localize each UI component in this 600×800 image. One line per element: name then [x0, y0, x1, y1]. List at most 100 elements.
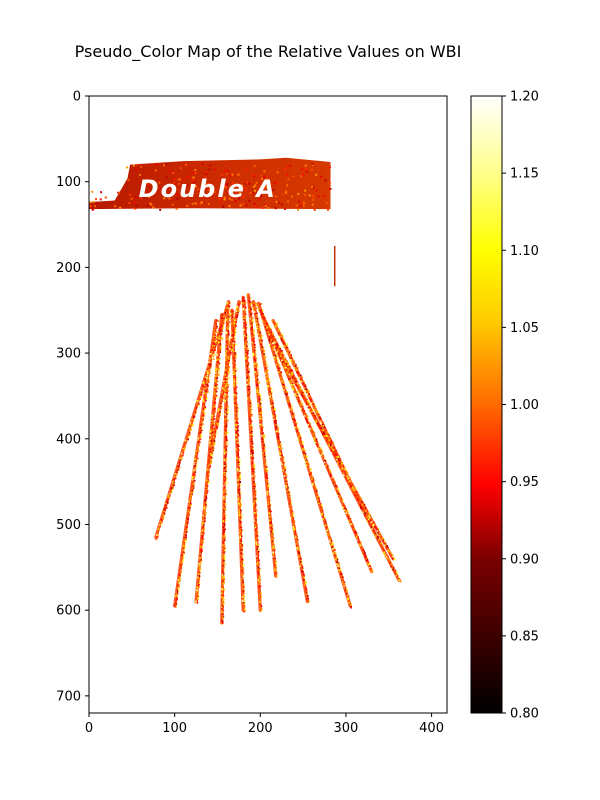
stalk-pixel: [172, 487, 174, 490]
stalk-pixel: [255, 314, 258, 317]
stalk-pixel: [272, 348, 275, 350]
stalk-pixel: [220, 403, 222, 406]
stalk-pixel: [258, 336, 261, 338]
stalk-pixel: [223, 534, 226, 536]
x-axis: 0 100 200 300 400: [85, 713, 444, 736]
stalk-pixel: [244, 609, 246, 612]
stalk-pixel: [179, 573, 181, 576]
stalk-pixel: [306, 401, 309, 404]
stalk-pixel: [256, 378, 259, 381]
stalk-pixel: [265, 476, 267, 478]
stalk-pixel: [216, 384, 219, 386]
stalk-pixel: [280, 353, 282, 356]
stalk-pixel: [336, 557, 339, 559]
stalk-pixel: [223, 560, 225, 562]
stalk-pixel: [237, 461, 240, 463]
stalk-pixel: [272, 334, 274, 337]
stalk-pixel: [202, 399, 205, 401]
stalk-pixel: [273, 358, 276, 361]
stalk-pixel: [287, 369, 289, 372]
stalk-pixel: [215, 391, 217, 394]
stalk-pixel: [385, 543, 387, 545]
stalk-pixel: [332, 475, 334, 478]
stalk-pixel: [296, 542, 298, 545]
stalk-pixel: [209, 371, 211, 374]
stalk-pixel: [353, 489, 356, 492]
stalk-pixel: [265, 457, 267, 460]
stalk-pixel: [267, 490, 269, 493]
stalk-pixel: [260, 343, 262, 346]
stalk-pixel: [260, 605, 263, 608]
stalk-pixel: [350, 605, 352, 608]
stalk-pixel: [248, 364, 250, 367]
stalk-pixel: [267, 486, 269, 489]
stalk-pixel: [394, 570, 396, 573]
stalk-pixel: [286, 361, 289, 364]
stalk-pixel: [222, 590, 225, 592]
stalk-pixel: [233, 358, 235, 361]
stalk-pixel: [239, 495, 242, 497]
stalk-pixel: [236, 442, 239, 444]
stalk-pixel: [292, 387, 294, 390]
stalk-pixel: [236, 305, 239, 308]
stalk-pixel: [270, 405, 273, 407]
stalk-pixel: [285, 361, 287, 363]
label-pixel: [312, 194, 314, 197]
stalk-pixel: [261, 348, 264, 350]
stalk-pixel: [261, 426, 263, 428]
stalk-pixel: [266, 326, 268, 329]
heatmap-image: Double A: [89, 157, 402, 625]
stalk-pixel: [292, 519, 294, 521]
stalk-pixel: [254, 313, 256, 315]
label-pixel: [305, 170, 308, 173]
stalk-pixel: [291, 407, 294, 409]
stalk-pixel: [342, 506, 344, 509]
stalk-pixel: [269, 336, 271, 339]
stalk-pixel: [230, 357, 232, 359]
stalk-pixel: [202, 522, 205, 524]
stalk-pixel: [273, 353, 276, 355]
stalk-pixel: [234, 326, 236, 329]
stalk-pixel: [276, 343, 279, 346]
stalk-pixel: [216, 421, 219, 423]
stalk-pixel: [285, 386, 287, 389]
stalk-pixel: [248, 410, 251, 413]
stalk-pixel: [262, 426, 265, 429]
stalk-pixel: [179, 459, 182, 461]
label-pixel: [140, 165, 143, 168]
stalk-pixel: [310, 400, 312, 402]
stalk-pixel: [227, 363, 229, 365]
stalk-pixel: [266, 468, 268, 470]
stalk-pixel: [252, 322, 254, 324]
stalk-pixel: [313, 436, 315, 438]
stalk-pixel: [240, 540, 242, 543]
stalk-pixel: [283, 472, 285, 475]
stalk-pixel: [215, 375, 217, 377]
stalk-pixel: [213, 415, 216, 417]
stalk-pixel: [226, 381, 228, 384]
stalk-pixel: [213, 438, 215, 441]
stalk-pixel: [286, 400, 289, 402]
stalk-pixel: [158, 524, 161, 526]
stalk-pixel: [268, 499, 271, 502]
stalk-pixel: [259, 412, 261, 414]
stalk-pixel: [281, 357, 283, 359]
stalk-pixel: [251, 322, 253, 324]
stalk-pixel: [266, 481, 269, 484]
stalk-pixel: [232, 362, 235, 364]
stalk-pixel: [236, 382, 238, 385]
stalk-pixel: [247, 347, 249, 350]
stalk-pixel: [202, 382, 204, 384]
stalk-pixel: [243, 608, 245, 610]
stalk-pixel: [279, 346, 281, 348]
stalk-pixel: [240, 300, 242, 303]
stalk-pixel: [323, 435, 326, 437]
stalk-pixel: [245, 323, 247, 325]
stalk-pixel: [173, 476, 176, 479]
stalk-pixel: [248, 395, 251, 398]
stalk-pixel: [223, 391, 225, 393]
label-pixel: [99, 198, 102, 201]
stalk-pixel: [334, 554, 336, 557]
stalk-pixel: [388, 552, 391, 554]
stalk-pixel: [213, 411, 216, 414]
